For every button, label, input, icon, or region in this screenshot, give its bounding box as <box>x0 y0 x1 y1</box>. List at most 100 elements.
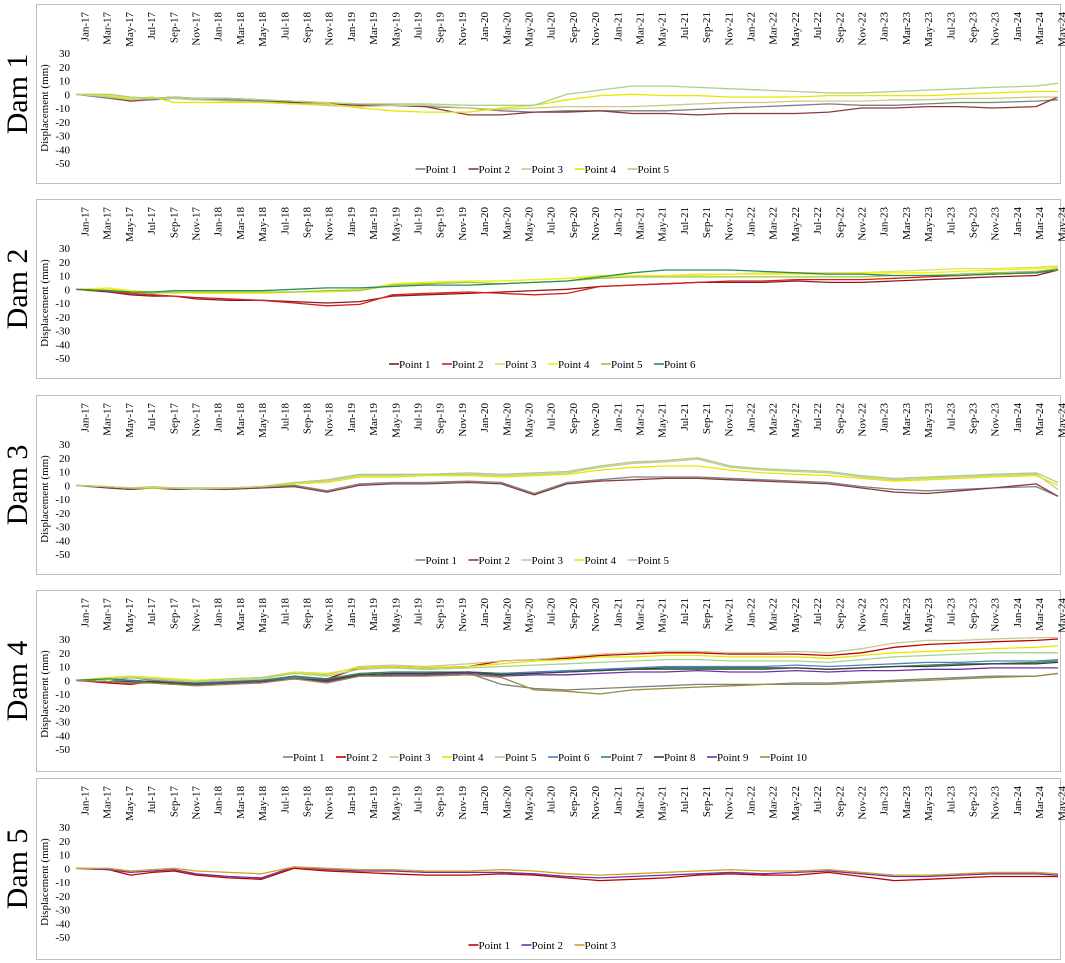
x-tick-label: Jan-21 <box>612 403 624 432</box>
x-tick-label: Mar-20 <box>501 207 513 240</box>
x-tick-label: Mar-23 <box>901 598 913 631</box>
x-tick-label: Jul-18 <box>279 786 291 814</box>
x-tick-label: Mar-21 <box>635 786 647 819</box>
x-tick-label: Mar-19 <box>368 403 380 436</box>
x-tick-label: Nov-17 <box>191 598 203 632</box>
x-tick-label: Sep-17 <box>168 598 180 630</box>
y-tick-label: -10 <box>55 494 70 506</box>
x-tick-label: Nov-17 <box>191 403 203 437</box>
x-tick-label: Jan-18 <box>213 207 225 237</box>
x-tick-label: Sep-20 <box>568 12 580 44</box>
x-tick-label: Nov-22 <box>857 12 869 46</box>
x-tick-label: Mar-19 <box>368 12 380 45</box>
series-line <box>75 93 1059 113</box>
x-tick-label: Sep-22 <box>834 12 846 43</box>
x-tick-label: Jul-23 <box>945 403 957 431</box>
y-tick-label: -20 <box>55 891 70 903</box>
x-tick-label: Nov-18 <box>324 598 336 632</box>
x-tick-label: Sep-20 <box>568 598 580 630</box>
x-tick-label: Jan-20 <box>479 786 491 816</box>
x-tick-label: May-22 <box>790 403 802 438</box>
x-tick-label: May-23 <box>923 207 935 242</box>
x-tick-label: Jul-21 <box>679 207 691 235</box>
x-tick-label: May-17 <box>124 786 136 821</box>
x-tick-label: May-24 <box>1056 207 1065 242</box>
legend-label: Point 1 <box>426 555 457 567</box>
x-tick-label: Nov-21 <box>723 12 735 46</box>
y-tick-label: -50 <box>55 932 70 944</box>
y-tick-label: -20 <box>55 117 70 129</box>
x-tick-label: Jul-17 <box>146 207 158 235</box>
line-chart: Jan-17 Mar-17 May-17 Jul-17 Sep-17 Nov-17 Jan-… <box>39 403 1065 568</box>
y-tick-label: -10 <box>55 103 70 115</box>
x-tick-label: Sep-21 <box>701 786 713 817</box>
x-tick-label: Nov-19 <box>457 786 469 820</box>
x-tick-label: May-19 <box>390 12 402 47</box>
x-tick-label: May-22 <box>790 786 802 821</box>
x-tick-label: Nov-23 <box>990 598 1002 632</box>
x-tick-label: Sep-22 <box>834 207 846 238</box>
x-tick-label: Mar-17 <box>102 403 114 436</box>
x-tick-label: Jan-21 <box>612 786 624 815</box>
x-tick-label: Jan-22 <box>746 403 758 432</box>
x-tick-label: May-17 <box>124 207 136 242</box>
x-tick-label: May-24 <box>1056 786 1065 821</box>
x-tick-label: Mar-23 <box>901 12 913 45</box>
x-tick-label: Sep-17 <box>168 403 180 435</box>
y-tick-label: -30 <box>55 131 70 143</box>
y-tick-label: 0 <box>65 675 71 687</box>
x-tick-label: Jan-23 <box>879 403 891 433</box>
x-tick-label: Jul-23 <box>945 207 957 235</box>
chart-panel <box>36 199 1061 379</box>
x-tick-label: Jan-20 <box>479 403 491 433</box>
x-tick-label: Jan-24 <box>1012 403 1024 433</box>
series-line <box>76 866 1059 876</box>
x-tick-label: May-20 <box>524 786 536 821</box>
y-tick-label: -40 <box>55 144 70 156</box>
x-tick-label: Nov-19 <box>457 403 469 437</box>
x-tick-label: Jul-18 <box>279 12 291 40</box>
x-tick-label: Sep-20 <box>568 207 580 239</box>
x-tick-label: Jul-22 <box>812 12 824 40</box>
chart-panel <box>36 4 1061 184</box>
line-chart: Jan-17 Mar-17 May-17 Jul-17 Sep-17 Nov-17 Jan-… <box>39 12 1065 177</box>
y-tick-label: 30 <box>59 822 71 834</box>
x-tick-label: Nov-18 <box>324 12 336 46</box>
legend-label: Point 2 <box>479 164 510 176</box>
x-tick-label: Sep-20 <box>568 403 580 435</box>
x-tick-label: Nov-23 <box>990 12 1002 46</box>
x-tick-label: Mar-24 <box>1034 403 1046 436</box>
x-tick-label: Sep-18 <box>302 12 314 44</box>
x-tick-label: Jul-17 <box>146 598 158 626</box>
y-axis-label: Displacement (mm) <box>39 455 51 543</box>
x-tick-label: Mar-24 <box>1034 598 1046 631</box>
x-tick-label: Mar-19 <box>368 786 380 819</box>
series-line <box>75 267 1059 307</box>
x-tick-label: Nov-17 <box>191 12 203 46</box>
x-tick-label: Mar-18 <box>235 786 247 819</box>
y-tick-label: -50 <box>55 549 70 561</box>
x-tick-label: Nov-19 <box>457 12 469 46</box>
x-tick-label: Jul-23 <box>945 598 957 626</box>
x-tick-label: Sep-19 <box>435 12 447 44</box>
legend-label: Point 5 <box>638 164 670 176</box>
x-tick-label: Jan-21 <box>612 598 624 627</box>
y-tick-label: -30 <box>55 326 70 338</box>
x-tick-label: May-18 <box>257 12 269 47</box>
legend: Point 1 Point 2 Point 3 Point 4 Point 5 <box>415 164 670 176</box>
x-tick-label: Jan-22 <box>746 786 758 815</box>
legend-label: Point 6 <box>558 752 590 764</box>
x-tick-label: May-19 <box>390 598 402 633</box>
x-tick-label: Sep-17 <box>168 12 180 44</box>
series-line <box>75 866 1059 879</box>
series-line <box>75 269 1059 293</box>
x-tick-label: May-22 <box>790 207 802 242</box>
y-tick-label: 20 <box>59 62 71 74</box>
x-tick-label: Jan-19 <box>346 12 358 42</box>
x-tick-label: Nov-19 <box>457 598 469 632</box>
x-tick-label: May-17 <box>124 403 136 438</box>
series-line <box>76 82 1059 106</box>
x-tick-label: Sep-19 <box>435 207 447 239</box>
y-tick-label: -10 <box>55 298 70 310</box>
x-tick-label: May-24 <box>1056 12 1065 47</box>
